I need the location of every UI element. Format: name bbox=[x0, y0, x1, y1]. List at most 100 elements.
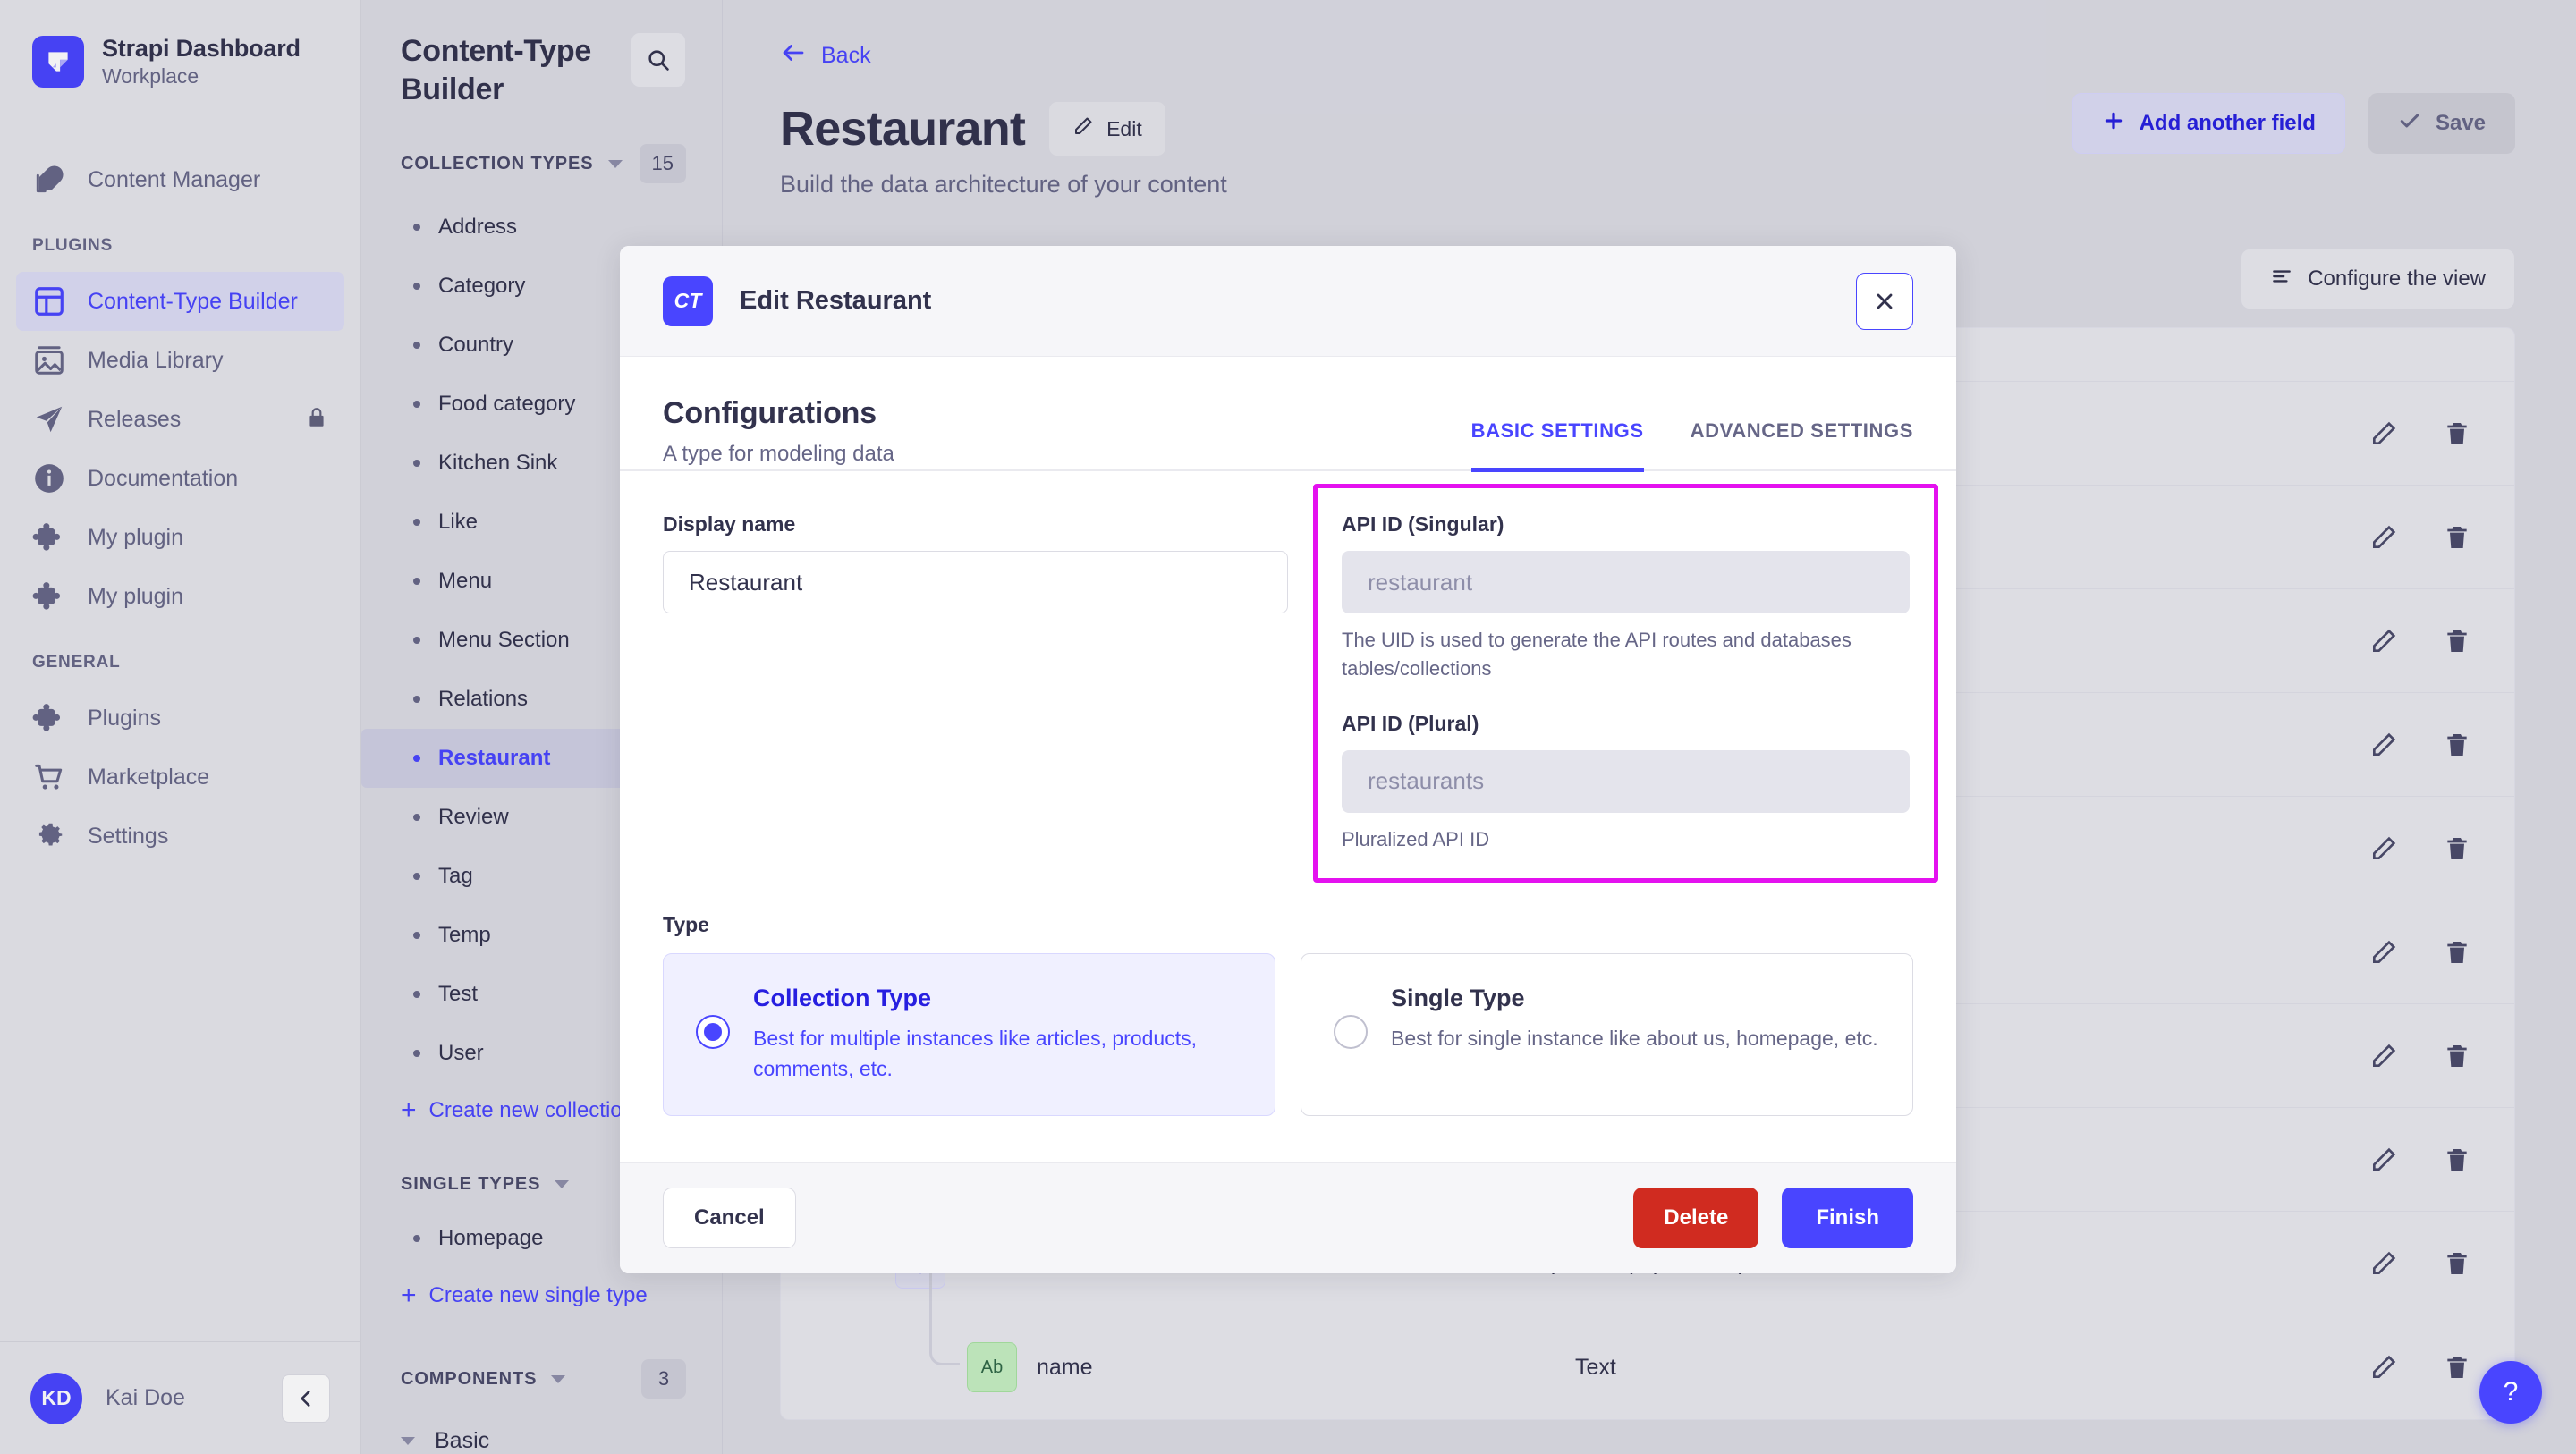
puzzle-icon bbox=[32, 520, 66, 554]
type-option-collection-type[interactable]: Collection Type Best for multiple instan… bbox=[663, 952, 1275, 1116]
close-icon[interactable] bbox=[1856, 272, 1913, 330]
avatar[interactable]: KD bbox=[30, 1372, 82, 1424]
list-item[interactable]: Tag bbox=[361, 847, 722, 906]
list-item[interactable]: Menu Section bbox=[361, 611, 722, 670]
sidebar-item-media-library[interactable]: Media Library bbox=[16, 331, 344, 390]
type-option-title: Collection Type bbox=[753, 984, 932, 1011]
single-types-label: SINGLE TYPES bbox=[401, 1174, 541, 1194]
sidebar-item-marketplace[interactable]: Marketplace bbox=[16, 748, 344, 807]
trash-icon[interactable] bbox=[2441, 833, 2473, 865]
tree-branch bbox=[929, 1264, 960, 1365]
sidebar-section-general-label: GENERAL bbox=[32, 653, 121, 672]
save-button-label: Save bbox=[2435, 111, 2486, 135]
row-actions bbox=[2368, 1144, 2473, 1176]
sidebar-item-settings[interactable]: Settings bbox=[16, 807, 344, 866]
table-row-name[interactable]: Ab name Text bbox=[781, 1264, 2514, 1419]
chevron-down-icon[interactable] bbox=[607, 159, 623, 168]
save-button[interactable]: Save bbox=[2368, 93, 2515, 154]
help-button[interactable]: ? bbox=[2479, 1361, 2542, 1424]
trash-icon[interactable] bbox=[2441, 1040, 2473, 1072]
pencil-icon[interactable] bbox=[2368, 1351, 2400, 1383]
list-item[interactable]: Kitchen Sink bbox=[361, 434, 722, 493]
single-types-group-header[interactable]: SINGLE TYPES bbox=[361, 1174, 722, 1195]
back-link-label: Back bbox=[821, 43, 871, 68]
list-item[interactable]: Homepage bbox=[361, 1209, 722, 1268]
collection-types-group-header[interactable]: COLLECTION TYPES 15 bbox=[361, 144, 722, 183]
sidebar-item-releases[interactable]: Releases bbox=[16, 390, 344, 449]
delete-button[interactable]: Delete bbox=[1633, 1188, 1759, 1249]
list-item-label: Test bbox=[438, 982, 479, 1006]
back-link[interactable]: Back bbox=[780, 39, 871, 72]
row-actions bbox=[2368, 1247, 2473, 1280]
pencil-icon[interactable] bbox=[2368, 936, 2400, 968]
chevron-left-icon[interactable] bbox=[282, 1374, 330, 1423]
type-option-single-type[interactable]: Single Type Best for single instance lik… bbox=[1301, 952, 1913, 1116]
pencil-icon[interactable] bbox=[2368, 521, 2400, 554]
sidebar-item-content-type-builder[interactable]: Content-Type Builder bbox=[16, 272, 344, 331]
brand-header[interactable]: Strapi Dashboard Workplace bbox=[0, 0, 360, 123]
api-id-plural-input[interactable] bbox=[1342, 749, 1910, 813]
tabs-divider bbox=[620, 469, 1956, 471]
chevron-down-icon[interactable] bbox=[555, 1180, 570, 1188]
add-another-field-button[interactable]: Add another field bbox=[2072, 93, 2345, 154]
display-name-input[interactable] bbox=[663, 551, 1288, 613]
chevron-down-icon[interactable] bbox=[551, 1374, 566, 1383]
list-item[interactable]: Relations bbox=[361, 670, 722, 729]
pencil-icon[interactable] bbox=[2368, 625, 2400, 657]
trash-icon[interactable] bbox=[2441, 418, 2473, 450]
api-id-singular-input[interactable] bbox=[1342, 551, 1910, 613]
trash-icon[interactable] bbox=[2441, 936, 2473, 968]
list-item[interactable]: Test bbox=[361, 965, 722, 1024]
sidebar-item-content-manager[interactable]: Content Manager bbox=[16, 150, 344, 209]
finish-button[interactable]: Finish bbox=[1782, 1188, 1913, 1249]
pencil-icon[interactable] bbox=[2368, 833, 2400, 865]
components-count: 3 bbox=[641, 1359, 686, 1399]
cancel-button[interactable]: Cancel bbox=[663, 1188, 796, 1249]
trash-icon[interactable] bbox=[2441, 729, 2473, 761]
trash-icon[interactable] bbox=[2441, 1144, 2473, 1176]
list-item-label: Homepage bbox=[438, 1226, 544, 1250]
list-item[interactable]: Category bbox=[361, 257, 722, 316]
edit-button[interactable]: Edit bbox=[1048, 101, 1166, 156]
image-icon bbox=[32, 343, 66, 377]
list-item[interactable]: Address bbox=[361, 198, 722, 257]
api-id-group: API ID (Singular) The UID is used to gen… bbox=[1313, 471, 1938, 890]
pencil-icon[interactable] bbox=[2368, 1144, 2400, 1176]
tab-advanced-settings[interactable]: ADVANCED SETTINGS bbox=[1690, 419, 1913, 442]
sidebar-item-label: Content Manager bbox=[88, 166, 261, 192]
tab-basic-settings[interactable]: BASIC SETTINGS bbox=[1470, 419, 1644, 472]
pencil-icon[interactable] bbox=[2368, 418, 2400, 450]
radio-single-type[interactable] bbox=[1334, 1014, 1368, 1049]
sidebar-item-my-plugin-2[interactable]: My plugin bbox=[16, 567, 344, 626]
bullet-icon bbox=[413, 224, 420, 231]
bullet-icon bbox=[413, 342, 420, 349]
list-item[interactable]: Review bbox=[361, 788, 722, 847]
trash-icon[interactable] bbox=[2441, 521, 2473, 554]
component-group-basic[interactable]: Basic bbox=[361, 1411, 722, 1454]
pencil-icon[interactable] bbox=[2368, 1040, 2400, 1072]
list-item[interactable]: Like bbox=[361, 493, 722, 552]
trash-icon[interactable] bbox=[2441, 625, 2473, 657]
trash-icon[interactable] bbox=[2441, 1351, 2473, 1383]
sidebar-item-plugins[interactable]: Plugins bbox=[16, 689, 344, 748]
sidebar-item-my-plugin-1[interactable]: My plugin bbox=[16, 508, 344, 567]
components-group-header[interactable]: COMPONENTS 3 bbox=[361, 1359, 722, 1399]
sidebar-item-label: Settings bbox=[88, 823, 169, 849]
pencil-icon[interactable] bbox=[2368, 729, 2400, 761]
trash-icon[interactable] bbox=[2441, 1247, 2473, 1280]
pencil-icon[interactable] bbox=[2368, 1247, 2400, 1280]
radio-collection-type[interactable] bbox=[696, 1014, 730, 1049]
list-item[interactable]: Menu bbox=[361, 552, 722, 611]
sidebar-item-label: Content-Type Builder bbox=[88, 288, 298, 314]
row-actions bbox=[2368, 625, 2473, 657]
list-item[interactable]: Food category bbox=[361, 375, 722, 434]
list-item[interactable]: User bbox=[361, 1024, 722, 1083]
create-new-single-type-link[interactable]: + Create new single type bbox=[361, 1268, 722, 1323]
list-item[interactable]: Temp bbox=[361, 906, 722, 965]
field-type-cell: Text bbox=[1575, 1354, 1616, 1380]
sidebar-item-documentation[interactable]: Documentation bbox=[16, 449, 344, 508]
list-item[interactable]: Country bbox=[361, 316, 722, 375]
configure-the-view-button[interactable]: Configure the view bbox=[2241, 249, 2515, 309]
search-icon[interactable] bbox=[631, 32, 686, 88]
bullet-icon bbox=[413, 401, 420, 408]
